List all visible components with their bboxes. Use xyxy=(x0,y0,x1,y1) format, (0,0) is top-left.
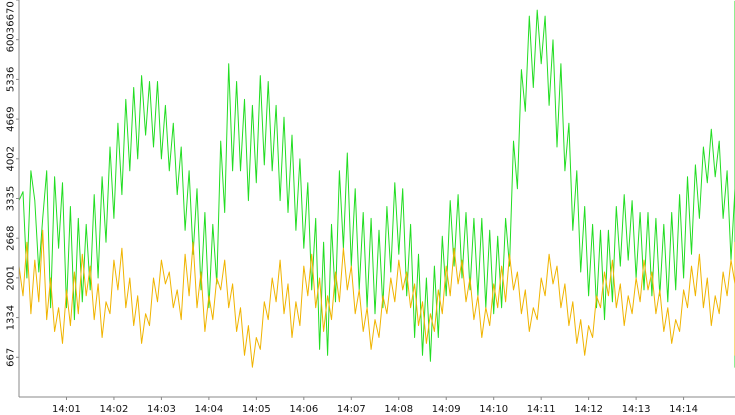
y-tick-label: 5336 xyxy=(6,67,17,92)
x-tick-label: 14:10 xyxy=(479,404,508,415)
y-tick-label: 4669 xyxy=(6,106,17,131)
x-tick-label: 14:13 xyxy=(622,404,651,415)
x-axis-ticks: 14:01 14:02 14:03 14:04 14:05 14:06 14:0… xyxy=(52,397,698,415)
x-tick-label: 14:04 xyxy=(194,404,223,415)
x-tick-label: 14:12 xyxy=(574,404,603,415)
series-layer xyxy=(18,0,735,368)
x-tick-label: 14:09 xyxy=(432,404,461,415)
x-tick-label: 14:01 xyxy=(52,404,81,415)
y-tick-label: 3335 xyxy=(6,186,17,211)
x-tick-label: 14:05 xyxy=(242,404,271,415)
x-tick-label: 14:14 xyxy=(669,404,698,415)
x-tick-label: 14:08 xyxy=(384,404,413,415)
series-line-1 xyxy=(18,0,735,368)
y-tick-label: 1334 xyxy=(6,305,17,330)
y-tick-label: 2668 xyxy=(6,225,17,250)
y-tick-label: 6003 xyxy=(6,27,17,52)
y-tick-label: 4002 xyxy=(6,146,17,171)
x-tick-label: 14:11 xyxy=(527,404,556,415)
x-tick-label: 14:07 xyxy=(337,404,366,415)
y-tick-label: 2001 xyxy=(6,265,17,290)
y-axis-ticks: 667 1334 2001 2668 3335 4002 4669 5336 6… xyxy=(6,0,19,367)
y-tick-label: 667 xyxy=(6,348,17,367)
x-tick-label: 14:03 xyxy=(147,404,176,415)
series-line-2 xyxy=(18,229,735,368)
x-tick-label: 14:06 xyxy=(289,404,318,415)
y-tick-label: 6670 xyxy=(6,1,17,26)
x-tick-label: 14:02 xyxy=(100,404,129,415)
